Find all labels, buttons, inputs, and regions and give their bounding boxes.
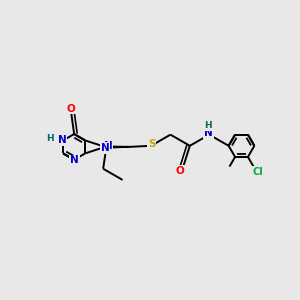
Text: O: O	[176, 166, 184, 176]
Text: N: N	[70, 155, 79, 165]
Text: N: N	[204, 128, 213, 138]
Text: H: H	[46, 134, 54, 143]
Text: H: H	[205, 122, 212, 130]
Text: N: N	[100, 143, 109, 153]
Text: N: N	[104, 141, 112, 151]
Text: Cl: Cl	[253, 167, 264, 177]
Text: O: O	[66, 104, 75, 114]
Text: N: N	[58, 136, 67, 146]
Text: S: S	[148, 139, 155, 149]
